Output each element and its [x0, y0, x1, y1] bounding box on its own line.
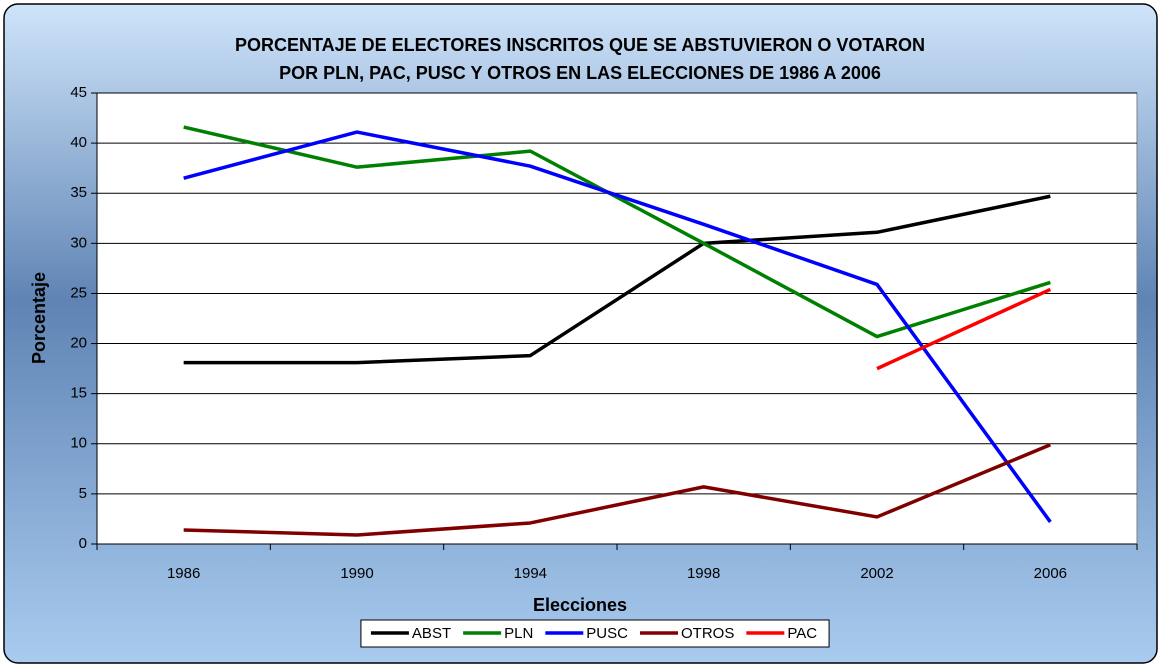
y-tick-label: 35 — [70, 184, 87, 201]
legend-items: ABST PLN PUSC OTROS PAC — [370, 625, 817, 642]
chart-title: POR PLN, PAC, PUSC Y OTROS EN LAS ELECCI… — [279, 63, 881, 83]
y-tick-label: 5 — [79, 485, 87, 502]
x-tick-label: 2006 — [1034, 565, 1067, 582]
legend-label: OTROS — [681, 625, 734, 642]
legend-label: PUSC — [586, 625, 628, 642]
legend-label: PLN — [504, 625, 533, 642]
x-tick-label: 2002 — [860, 565, 893, 582]
plot-area — [96, 92, 1138, 545]
y-tick-label: 25 — [70, 284, 87, 301]
x-tick-label: 1990 — [340, 565, 373, 582]
series-line — [183, 130, 1052, 523]
y-tick-label: 15 — [70, 385, 87, 402]
y-tick-label: 20 — [70, 335, 87, 352]
chart-title: PORCENTAJE DE ELECTORES INSCRITOS QUE SE… — [235, 35, 925, 55]
x-tick-label: 1998 — [687, 565, 720, 582]
y-tick-label: 30 — [70, 234, 87, 251]
series-line — [876, 287, 1052, 371]
series-line — [183, 125, 1051, 339]
y-tick-label: 40 — [70, 134, 87, 151]
y-tick-label: 45 — [70, 84, 87, 101]
plot: 0 5 10 15 20 25 30 35 40 45 1986 1990 1994 1998 2002 20… — [70, 84, 1138, 582]
x-axis-title: Elecciones — [533, 595, 627, 615]
y-tick-label: 0 — [79, 535, 87, 552]
legend-label: PAC — [787, 625, 817, 642]
series-line — [183, 443, 1052, 537]
legend-label: ABST — [412, 625, 451, 642]
x-tick-label: 1994 — [514, 565, 547, 582]
y-axis-title: Porcentaje — [29, 272, 49, 364]
series-line — [183, 194, 1051, 365]
y-tick-label: 10 — [70, 435, 87, 452]
x-tick-label: 1986 — [167, 565, 200, 582]
